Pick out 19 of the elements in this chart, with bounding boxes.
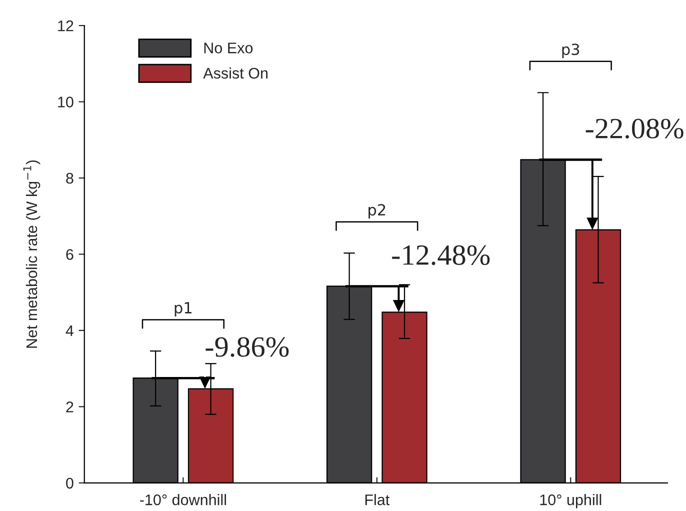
annotation: p2	[368, 204, 386, 219]
x-tick-label: -10° downhill	[140, 494, 226, 506]
y-tick-label: 4	[66, 325, 74, 336]
y-tick-label: 8	[66, 172, 74, 184]
annotation: -12.48%	[392, 245, 490, 266]
y-tick-label: 6	[66, 249, 74, 260]
x-tick-label: 10° uphill	[540, 494, 602, 508]
y-axis-title: Net metabolic rate (W kg$^{−1}$)	[23, 160, 40, 348]
annotation: -22.08%	[586, 118, 684, 139]
legend-label: No Exo	[204, 42, 253, 54]
legend-label: Assist On	[203, 67, 268, 79]
y-tick-label: 12	[58, 20, 74, 32]
annotation: p1	[174, 302, 192, 316]
x-tick-label: Flat	[365, 494, 390, 506]
annotation: p3	[562, 44, 580, 58]
y-tick-label: 2	[66, 402, 74, 412]
y-tick-label: 10	[58, 96, 74, 108]
annotation: -9.86%	[206, 337, 289, 357]
y-tick-label: 0	[66, 478, 74, 489]
